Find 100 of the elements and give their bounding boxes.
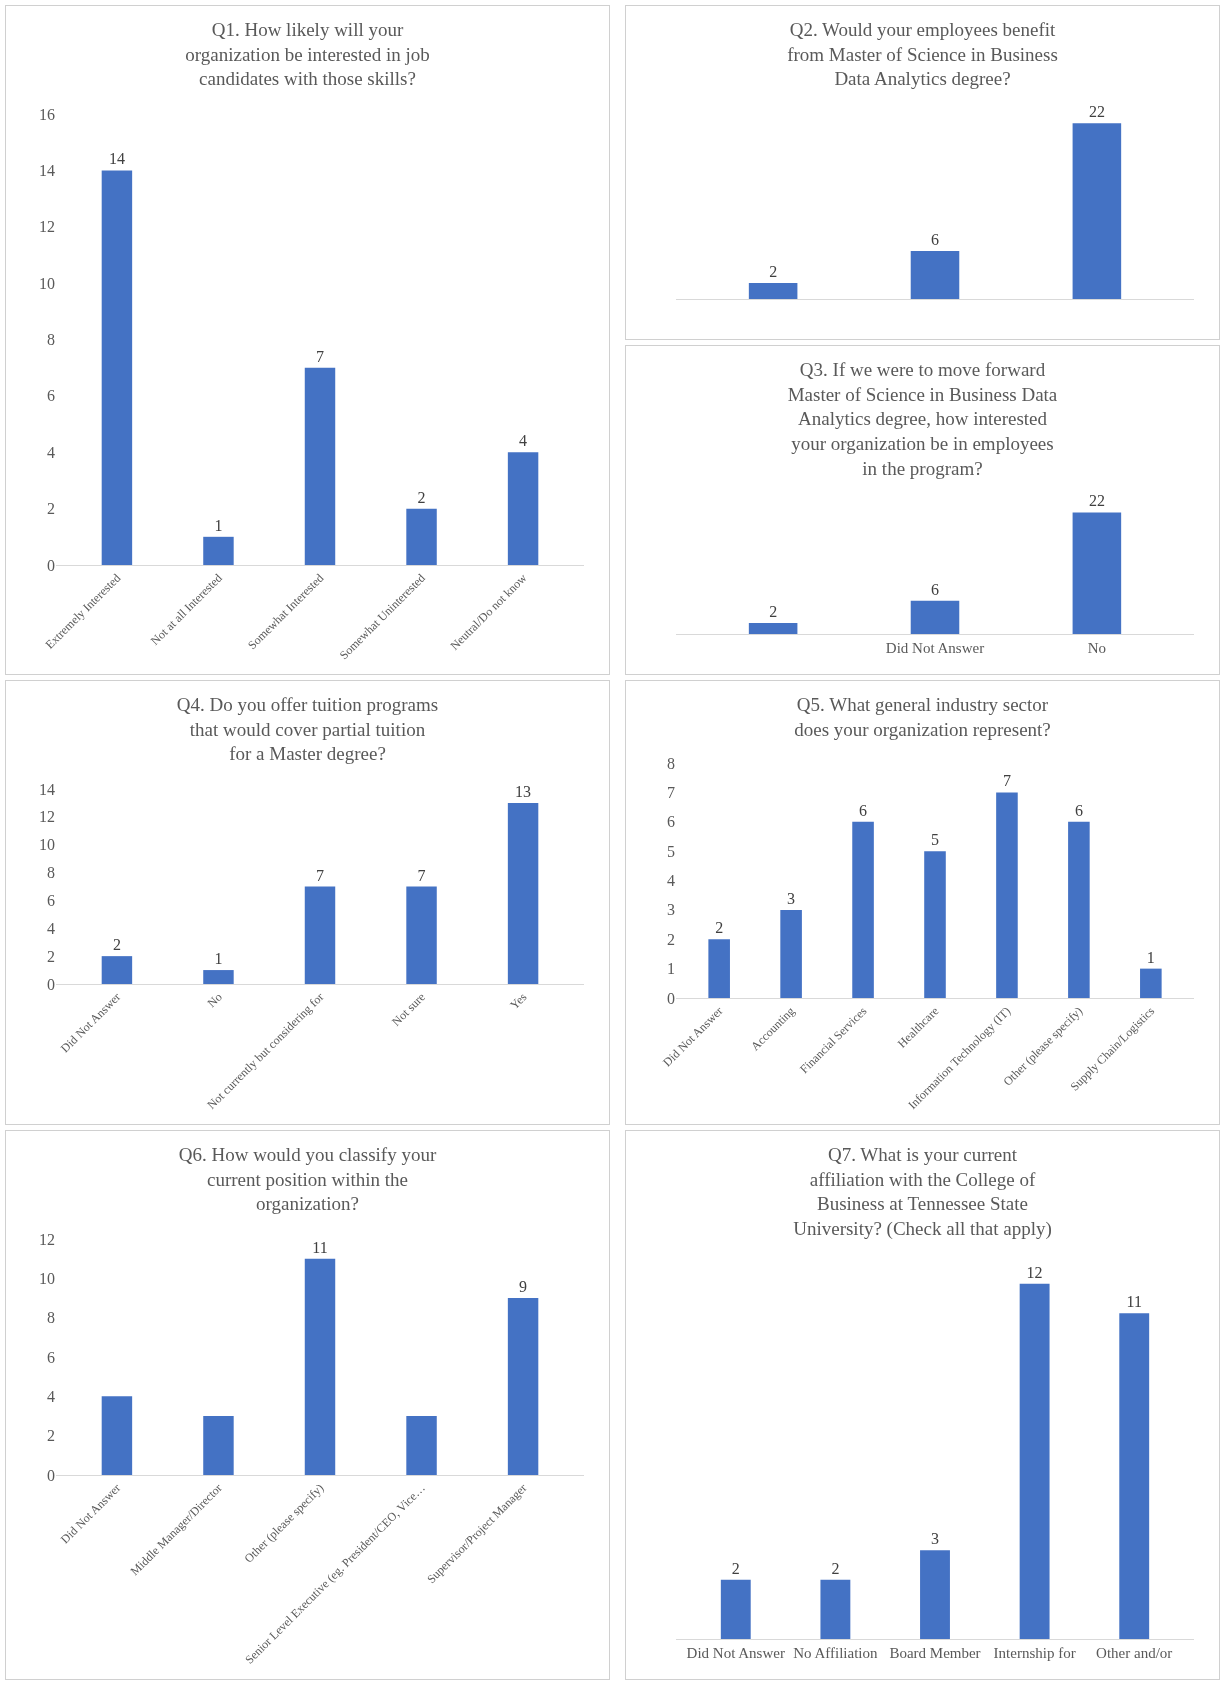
bar <box>1068 821 1090 998</box>
y-tick-label: 8 <box>47 864 55 882</box>
y-tick-label: 12 <box>39 808 55 826</box>
data-label: 3 <box>931 1530 939 1548</box>
data-label: 1 <box>214 516 223 534</box>
x-tick-label: No <box>204 989 225 1011</box>
chart-title: Q2. Would your employees benefit from Master of Science in Business Data Analytics degree? <box>787 18 1058 90</box>
y-tick-label: 0 <box>47 1466 55 1484</box>
bar <box>507 1298 539 1475</box>
bar <box>996 792 1018 998</box>
y-tick-label: 14 <box>39 780 55 798</box>
y-tick-label: 4 <box>47 919 55 937</box>
data-label: 11 <box>312 1238 328 1256</box>
bar <box>852 821 874 998</box>
bar <box>203 970 234 984</box>
data-label: 2 <box>715 919 724 937</box>
y-tick-label: 14 <box>39 161 55 179</box>
chart-title: Q3. If we were to move forward Master of Science in Business Data Analytics degree, how interested your organization be in employees in the program? <box>787 358 1058 479</box>
y-tick-label: 6 <box>667 813 675 831</box>
y-tick-label: 2 <box>47 500 55 518</box>
x-tick-label: Did Not Answer <box>686 1645 785 1661</box>
y-tick-label: 10 <box>39 836 55 854</box>
chart-title: Q5. What general industry sector does your organization represent? <box>794 693 1051 740</box>
bar <box>406 508 437 565</box>
y-tick-label: 8 <box>47 1309 55 1327</box>
data-label: 22 <box>1088 103 1105 121</box>
data-label: 1 <box>214 950 223 968</box>
data-label: 5 <box>931 831 939 849</box>
bar <box>924 851 946 998</box>
y-tick-label: 10 <box>39 274 55 292</box>
bar <box>304 1258 336 1475</box>
y-tick-label: 8 <box>47 331 55 349</box>
bar <box>406 886 437 984</box>
data-label: 7 <box>316 866 324 884</box>
data-label: 2 <box>112 936 121 954</box>
data-label: 6 <box>859 801 868 819</box>
data-label: 2 <box>417 488 426 506</box>
x-tick-label: Not sure <box>389 989 428 1029</box>
x-tick-label: Internship for <box>993 1645 1076 1661</box>
x-tick-label: No Affiliation <box>793 1645 879 1661</box>
data-label: 2 <box>731 1559 740 1577</box>
x-tick-label: Board Member <box>889 1645 981 1661</box>
y-tick-label: 0 <box>47 556 55 574</box>
data-label: 3 <box>787 889 796 907</box>
data-label: 6 <box>931 231 939 249</box>
y-tick-label: 2 <box>667 930 675 948</box>
y-tick-label: 16 <box>39 105 55 123</box>
y-tick-label: 4 <box>47 443 55 461</box>
bar <box>820 1579 851 1639</box>
y-tick-label: 4 <box>667 872 675 890</box>
data-label: 13 <box>515 782 532 800</box>
bar <box>1119 1313 1150 1639</box>
data-label: 7 <box>417 866 426 884</box>
y-tick-label: 6 <box>47 1348 55 1366</box>
bar <box>507 802 539 984</box>
x-tick-label: Other and/or <box>1096 1645 1173 1661</box>
data-label: 1 <box>1146 948 1155 966</box>
y-tick-label: 8 <box>667 754 675 772</box>
bar <box>101 956 133 984</box>
y-tick-label: 6 <box>47 387 55 405</box>
y-tick-label: 3 <box>667 901 675 919</box>
data-label: 7 <box>316 347 324 365</box>
bar <box>304 367 336 565</box>
y-tick-label: 12 <box>39 1230 55 1248</box>
bar <box>1019 1283 1050 1639</box>
x-tick-label: No <box>1087 640 1107 656</box>
bar <box>406 1416 437 1475</box>
x-tick-label: Yes <box>507 989 530 1013</box>
data-label: 2 <box>769 263 778 281</box>
data-label: 22 <box>1088 492 1105 510</box>
y-tick-label: 2 <box>47 1427 55 1445</box>
bar <box>101 170 133 565</box>
y-tick-label: 1 <box>667 960 675 978</box>
data-label: 11 <box>1126 1293 1142 1311</box>
data-label: 2 <box>769 602 778 620</box>
bar <box>203 536 234 565</box>
bar <box>708 939 730 998</box>
chart-title: Q1. How likely will your organization be interested in job candidates with those skills? <box>185 18 430 90</box>
bar <box>203 1416 234 1475</box>
bar <box>720 1579 751 1639</box>
y-tick-label: 6 <box>47 892 55 910</box>
x-tick-label: Did Not Answer <box>885 640 985 656</box>
y-tick-label: 10 <box>39 1269 55 1287</box>
data-label: 6 <box>1074 801 1083 819</box>
y-tick-label: 0 <box>667 989 675 1007</box>
y-tick-label: 0 <box>47 975 55 993</box>
y-tick-label: 12 <box>39 218 55 236</box>
y-tick-label: 7 <box>667 783 675 801</box>
data-label: 2 <box>831 1559 840 1577</box>
bar <box>101 1396 133 1475</box>
bar <box>507 452 539 565</box>
bar <box>304 886 336 984</box>
data-label: 9 <box>519 1278 528 1295</box>
chart-title: Q7. What is your current affiliation with the College of Business at Tennessee State University? (Check all that apply) <box>793 1143 1052 1240</box>
data-label: 4 <box>519 432 528 450</box>
data-label: 14 <box>108 150 125 168</box>
bar <box>1140 968 1162 998</box>
bar <box>780 909 802 998</box>
chart-title: Q6. How would you classify your current position within the organization? <box>178 1143 437 1215</box>
y-tick-label: 2 <box>47 947 55 965</box>
